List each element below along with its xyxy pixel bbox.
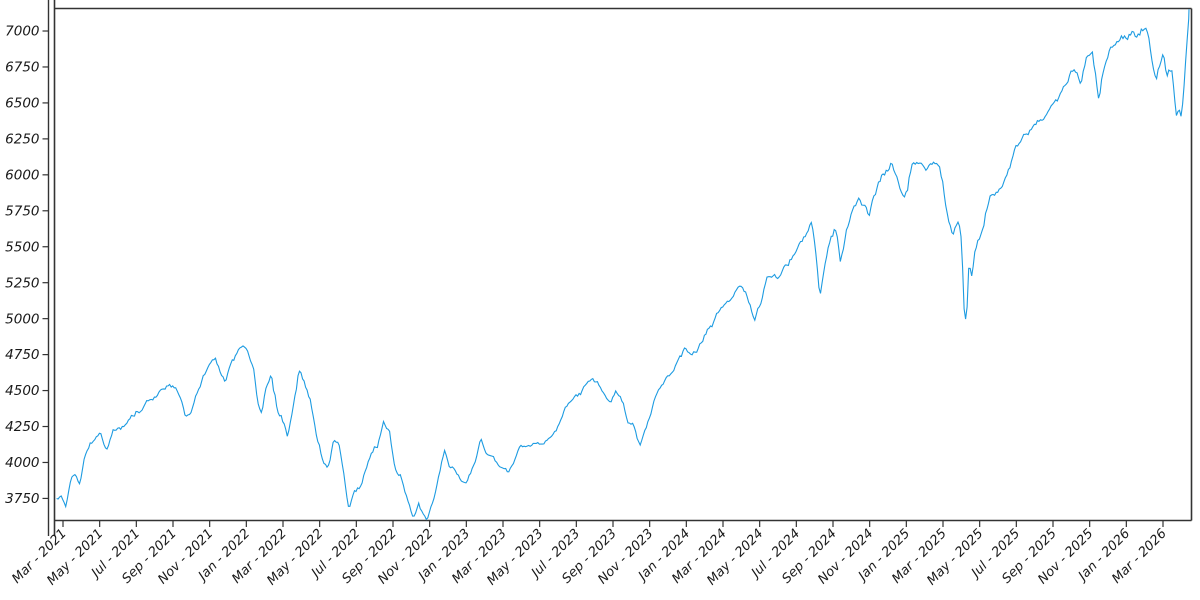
y-tick-label: 5750 — [5, 203, 39, 219]
y-tick-label: 5500 — [5, 239, 39, 255]
y-tick-label: 4750 — [5, 347, 39, 363]
y-tick-label: 6500 — [5, 96, 39, 112]
y-tick-label: 7000 — [5, 24, 39, 40]
y-tick-label: 4500 — [5, 383, 39, 399]
y-tick-label: 6000 — [5, 167, 39, 183]
y-tick-label: 4000 — [5, 455, 39, 471]
axis-labels: 7000 6750 6500 6250 6000 5750 5500 5250 5000 4750… — [5, 24, 1170, 589]
y-tick-label: 6750 — [5, 60, 39, 76]
y-tick-label: 3750 — [5, 491, 39, 507]
y-tick-label: 6250 — [5, 131, 39, 147]
y-tick-label: 4250 — [5, 419, 39, 435]
index-price-line — [56, 9, 1190, 521]
axes — [42, 0, 1193, 536]
y-tick-label: 5250 — [5, 275, 39, 291]
price-series — [56, 9, 1190, 521]
y-tick-label: 5000 — [5, 311, 39, 327]
